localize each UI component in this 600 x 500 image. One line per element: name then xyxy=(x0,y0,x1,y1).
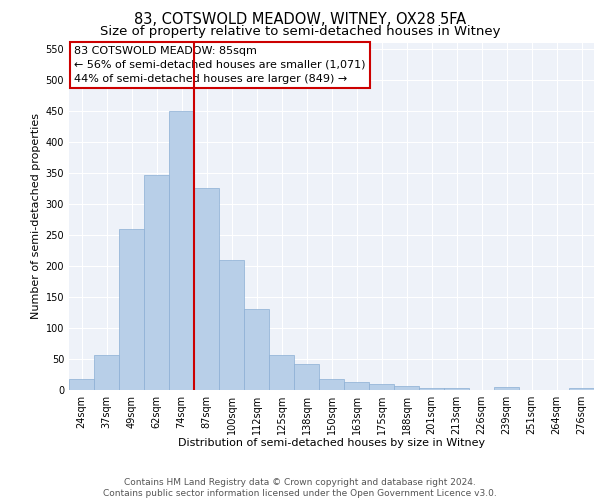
Bar xyxy=(494,387,519,390)
Bar xyxy=(69,379,94,390)
Y-axis label: Number of semi-detached properties: Number of semi-detached properties xyxy=(31,114,41,320)
Text: Size of property relative to semi-detached houses in Witney: Size of property relative to semi-detach… xyxy=(100,25,500,38)
Bar xyxy=(94,354,119,390)
Text: 83, COTSWOLD MEADOW, WITNEY, OX28 5FA: 83, COTSWOLD MEADOW, WITNEY, OX28 5FA xyxy=(134,12,466,28)
Bar xyxy=(119,228,144,390)
Bar xyxy=(169,112,194,390)
Bar xyxy=(419,388,444,390)
Bar xyxy=(569,388,594,390)
Bar xyxy=(369,384,394,390)
Bar xyxy=(194,188,219,390)
Bar xyxy=(294,364,319,390)
Bar xyxy=(444,388,469,390)
Bar xyxy=(269,354,294,390)
Bar xyxy=(144,174,169,390)
X-axis label: Distribution of semi-detached houses by size in Witney: Distribution of semi-detached houses by … xyxy=(178,438,485,448)
Text: Contains HM Land Registry data © Crown copyright and database right 2024.
Contai: Contains HM Land Registry data © Crown c… xyxy=(103,478,497,498)
Bar xyxy=(319,380,344,390)
Bar xyxy=(344,382,369,390)
Bar xyxy=(394,386,419,390)
Bar xyxy=(244,310,269,390)
Text: 83 COTSWOLD MEADOW: 85sqm
← 56% of semi-detached houses are smaller (1,071)
44% : 83 COTSWOLD MEADOW: 85sqm ← 56% of semi-… xyxy=(74,46,366,84)
Bar xyxy=(219,260,244,390)
